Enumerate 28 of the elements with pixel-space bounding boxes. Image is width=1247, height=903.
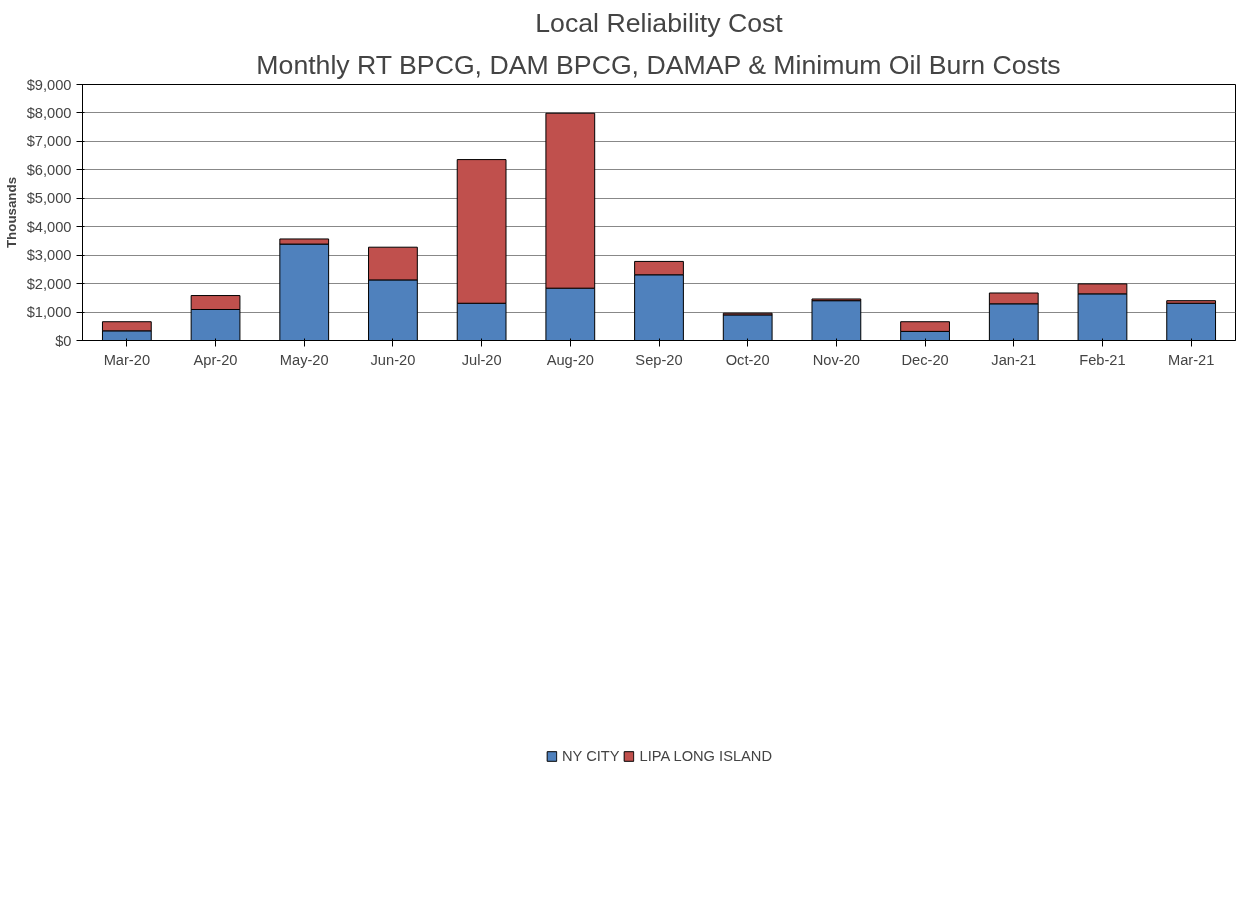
y-tick-label: $1,000 <box>26 304 72 321</box>
x-tick-label: Sep-20 <box>635 351 683 368</box>
y-tick-label: $6,000 <box>26 161 72 178</box>
y-tick-label: $7,000 <box>26 133 72 150</box>
x-tick-label: Nov-20 <box>812 351 861 368</box>
x-tick-label: Jan-21 <box>991 351 1037 368</box>
x-tick-label: Apr-20 <box>193 351 238 368</box>
x-tick-label: Mar-20 <box>103 351 151 368</box>
x-tick-label: Aug-20 <box>546 351 594 368</box>
y-tick-label: $5,000 <box>26 190 72 207</box>
x-tick-label: Jul-20 <box>461 351 502 368</box>
y-tick-label: $0 <box>55 332 72 349</box>
y-tick-label: $3,000 <box>26 247 72 264</box>
y-tick-label: $2,000 <box>26 275 72 292</box>
legend-label: LIPA LONG ISLAND <box>639 748 773 764</box>
x-tick-label: Oct-20 <box>725 351 770 368</box>
legend-label: NY CITY <box>561 748 620 764</box>
x-tick-label: May-20 <box>279 351 329 368</box>
x-tick-label: Mar-21 <box>1167 351 1215 368</box>
x-tick-label: Feb-21 <box>1079 351 1126 368</box>
chart-title: Local Reliability Cost <box>535 7 784 38</box>
x-tick-label: Jun-20 <box>370 351 416 368</box>
y-axis-title: Thousands <box>3 176 19 249</box>
y-tick-label: $8,000 <box>26 104 72 121</box>
chart-subtitle: Monthly RT BPCG, DAM BPCG, DAMAP & Minimum Oil Burn Costs <box>256 49 1061 80</box>
x-tick-label: Dec-20 <box>901 351 949 368</box>
y-tick-label: $4,000 <box>26 218 72 235</box>
y-tick-label: $9,000 <box>26 76 72 93</box>
